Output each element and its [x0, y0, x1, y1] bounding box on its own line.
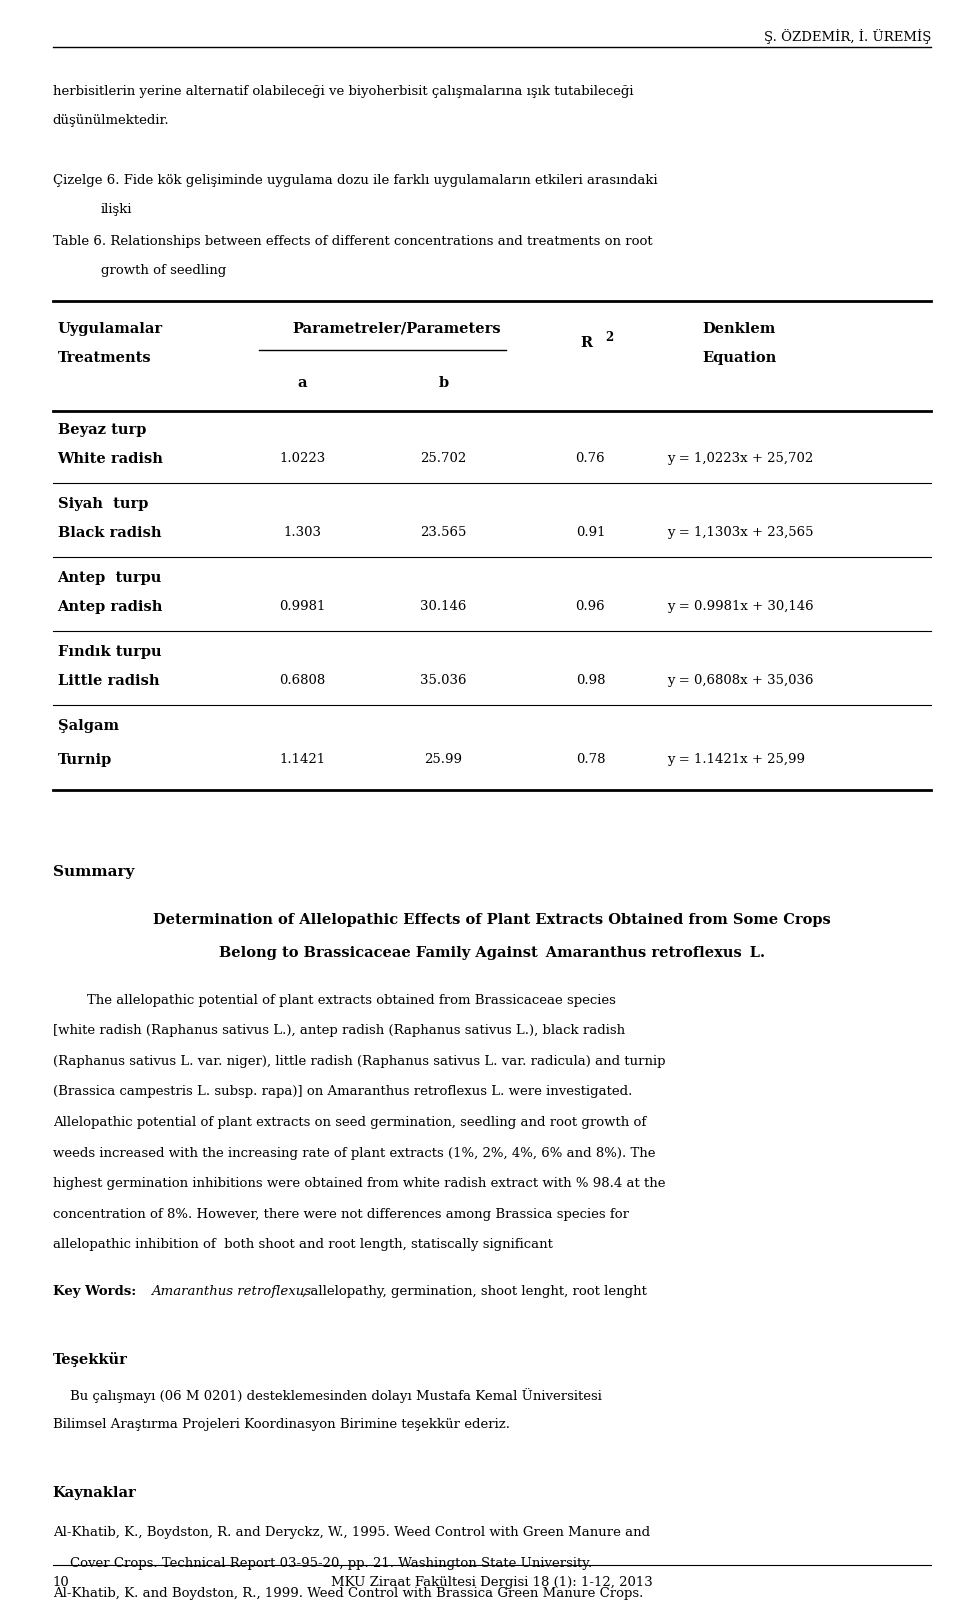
Text: Determination of Allelopathic Effects of Plant Extracts Obtained from Some Crops: Determination of Allelopathic Effects of… — [154, 913, 830, 927]
Text: Beyaz turp: Beyaz turp — [58, 423, 146, 437]
Text: highest germination inhibitions were obtained from white radish extract with % 9: highest germination inhibitions were obt… — [53, 1176, 665, 1189]
Text: Table 6. Relationships between effects of different concentrations and treatment: Table 6. Relationships between effects o… — [53, 235, 653, 247]
Text: Belong to Brassicaceae Family Against  Amaranthus retroflexus  L.: Belong to Brassicaceae Family Against Am… — [219, 945, 765, 959]
Text: The allelopathic potential of plant extracts obtained from Brassicaceae species: The allelopathic potential of plant extr… — [53, 993, 615, 1006]
Text: Treatments: Treatments — [58, 350, 152, 365]
Text: düşünülmektedir.: düşünülmektedir. — [53, 114, 169, 127]
Text: Denklem: Denklem — [703, 321, 776, 336]
Text: Parametreler/Parameters: Parametreler/Parameters — [293, 321, 501, 336]
Text: Allelopathic potential of plant extracts on seed germination, seedling and root : Allelopathic potential of plant extracts… — [53, 1115, 646, 1128]
Text: growth of seedling: growth of seedling — [101, 264, 226, 276]
Text: Key Words:: Key Words: — [53, 1284, 141, 1297]
Text: 10: 10 — [53, 1575, 69, 1588]
Text: R: R — [581, 336, 593, 350]
Text: Uygulamalar: Uygulamalar — [58, 321, 163, 336]
Text: Şalgam: Şalgam — [58, 718, 119, 733]
Text: 0.9981: 0.9981 — [279, 599, 325, 612]
Text: Fındık turpu: Fındık turpu — [58, 644, 161, 659]
Text: 25.702: 25.702 — [420, 452, 467, 464]
Text: Antep radish: Antep radish — [58, 599, 163, 614]
Text: Summary: Summary — [53, 865, 134, 879]
Text: Al-Khatib, K. and Boydston, R., 1999. Weed Control with Brassica Green Manure Cr: Al-Khatib, K. and Boydston, R., 1999. We… — [53, 1586, 643, 1599]
Text: Kaynaklar: Kaynaklar — [53, 1485, 136, 1499]
Text: 2: 2 — [605, 331, 613, 344]
Text: 0.96: 0.96 — [576, 599, 605, 612]
Text: y = 0,6808x + 35,036: y = 0,6808x + 35,036 — [667, 673, 814, 686]
Text: 1.303: 1.303 — [283, 525, 322, 538]
Text: MKU Ziraat Fakültesi Dergisi 18 (1): 1-12, 2013: MKU Ziraat Fakültesi Dergisi 18 (1): 1-1… — [331, 1575, 653, 1588]
Text: concentration of 8%. However, there were not differences among Brassica species : concentration of 8%. However, there were… — [53, 1207, 629, 1220]
Text: Turnip: Turnip — [58, 752, 112, 767]
Text: (Raphanus sativus L. var. niger), little radish (Raphanus sativus L. var. radicu: (Raphanus sativus L. var. niger), little… — [53, 1054, 665, 1067]
Text: 1.1421: 1.1421 — [279, 752, 325, 765]
Text: Bilimsel Araştırma Projeleri Koordinasyon Birimine teşekkür ederiz.: Bilimsel Araştırma Projeleri Koordinasyo… — [53, 1417, 510, 1430]
Text: (Brassica campestris L. subsp. rapa)] on Amaranthus retroflexus L. were investig: (Brassica campestris L. subsp. rapa)] on… — [53, 1085, 633, 1098]
Text: Teşekkür: Teşekkür — [53, 1351, 128, 1366]
Text: y = 1.1421x + 25,99: y = 1.1421x + 25,99 — [667, 752, 805, 765]
Text: Equation: Equation — [702, 350, 777, 365]
Text: [white radish (Raphanus sativus L.), antep radish (Raphanus sativus L.), black r: [white radish (Raphanus sativus L.), ant… — [53, 1024, 625, 1037]
Text: Little radish: Little radish — [58, 673, 159, 688]
Text: Cover Crops. Technical Report 03-95-20, pp. 21. Washington State University.: Cover Crops. Technical Report 03-95-20, … — [53, 1556, 592, 1568]
Text: 30.146: 30.146 — [420, 599, 467, 612]
Text: , allelopathy, germination, shoot lenght, root lenght: , allelopathy, germination, shoot lenght… — [302, 1284, 647, 1297]
Text: Antep  turpu: Antep turpu — [58, 570, 162, 585]
Text: 0.76: 0.76 — [576, 452, 605, 464]
Text: 0.78: 0.78 — [576, 752, 605, 765]
Text: herbisitlerin yerine alternatif olabileceği ve biyoherbisit çalışmalarına ışık t: herbisitlerin yerine alternatif olabilec… — [53, 85, 634, 98]
Text: b: b — [439, 376, 448, 391]
Text: Ş. ÖZDEMİR, İ. ÜREMİŞ: Ş. ÖZDEMİR, İ. ÜREMİŞ — [764, 29, 931, 43]
Text: y = 1,1303x + 23,565: y = 1,1303x + 23,565 — [667, 525, 814, 538]
Text: 0.6808: 0.6808 — [279, 673, 325, 686]
Text: 0.98: 0.98 — [576, 673, 605, 686]
Text: y = 1,0223x + 25,702: y = 1,0223x + 25,702 — [667, 452, 813, 464]
Text: Bu çalışmayı (06 M 0201) desteklemesinden dolayı Mustafa Kemal Üniversitesi: Bu çalışmayı (06 M 0201) desteklemesinde… — [53, 1387, 602, 1401]
Text: Black radish: Black radish — [58, 525, 161, 540]
Text: 0.91: 0.91 — [576, 525, 605, 538]
Text: White radish: White radish — [58, 452, 163, 466]
Text: 23.565: 23.565 — [420, 525, 467, 538]
Text: ilişki: ilişki — [101, 202, 132, 215]
Text: weeds increased with the increasing rate of plant extracts (1%, 2%, 4%, 6% and 8: weeds increased with the increasing rate… — [53, 1146, 656, 1159]
Text: allelopathic inhibition of  both shoot and root length, statiscally significant: allelopathic inhibition of both shoot an… — [53, 1237, 553, 1250]
Text: 25.99: 25.99 — [424, 752, 463, 765]
Text: a: a — [298, 376, 307, 391]
Text: 1.0223: 1.0223 — [279, 452, 325, 464]
Text: Siyah  turp: Siyah turp — [58, 497, 148, 511]
Text: Çizelge 6. Fide kök gelişiminde uygulama dozu ile farklı uygulamaların etkileri : Çizelge 6. Fide kök gelişiminde uygulama… — [53, 174, 658, 186]
Text: Al-Khatib, K., Boydston, R. and Deryckz, W., 1995. Weed Control with Green Manur: Al-Khatib, K., Boydston, R. and Deryckz,… — [53, 1525, 650, 1538]
Text: Amaranthus retroflexus: Amaranthus retroflexus — [151, 1284, 311, 1297]
Text: y = 0.9981x + 30,146: y = 0.9981x + 30,146 — [667, 599, 814, 612]
Text: 35.036: 35.036 — [420, 673, 467, 686]
